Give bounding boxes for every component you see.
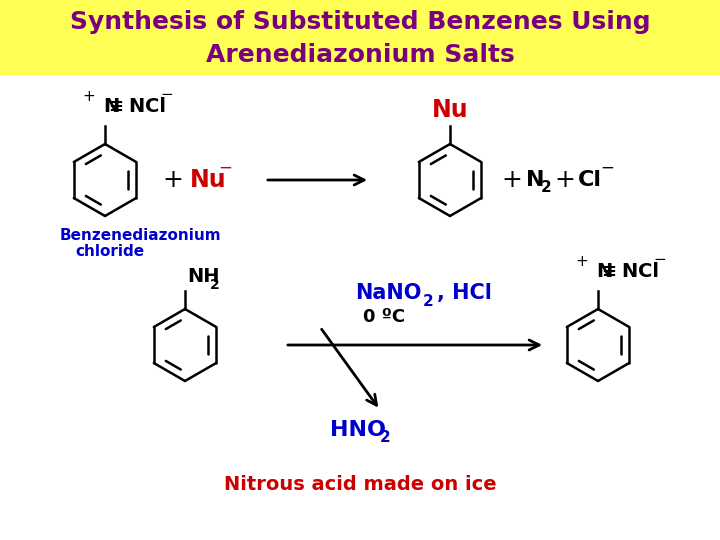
Text: N: N — [621, 262, 637, 281]
Text: Synthesis of Substituted Benzenes Using: Synthesis of Substituted Benzenes Using — [70, 10, 650, 34]
Text: 2: 2 — [423, 294, 433, 308]
Text: 0 ºC: 0 ºC — [363, 308, 405, 326]
Text: N: N — [128, 97, 144, 116]
Text: 2: 2 — [379, 430, 390, 445]
Text: +: + — [554, 168, 575, 192]
Text: +: + — [575, 254, 588, 269]
Text: +: + — [83, 89, 95, 104]
Text: ≡: ≡ — [601, 263, 616, 281]
Text: ≡: ≡ — [109, 98, 124, 116]
Text: chloride: chloride — [75, 245, 144, 260]
Text: −: − — [161, 87, 174, 102]
Text: NH: NH — [187, 267, 220, 287]
Text: +: + — [502, 168, 523, 192]
Text: Benzenediazonium: Benzenediazonium — [60, 227, 222, 242]
Text: Nitrous acid made on ice: Nitrous acid made on ice — [224, 476, 496, 495]
Text: −: − — [600, 159, 614, 177]
Text: Arenediazonium Salts: Arenediazonium Salts — [206, 43, 514, 67]
Text: Cl: Cl — [145, 97, 166, 116]
Text: , HCl: , HCl — [437, 283, 492, 303]
Bar — [0, 0, 720, 75]
Text: N: N — [526, 170, 544, 190]
Text: HNO: HNO — [330, 420, 386, 440]
Text: Cl: Cl — [578, 170, 602, 190]
Text: +: + — [163, 168, 184, 192]
Text: Cl: Cl — [638, 262, 659, 281]
Text: Nu: Nu — [432, 98, 468, 122]
Text: N: N — [103, 97, 120, 116]
Text: 2: 2 — [541, 180, 552, 195]
Text: −: − — [654, 252, 667, 267]
Text: Nu: Nu — [189, 168, 226, 192]
Text: NaNO: NaNO — [355, 283, 421, 303]
Text: −: − — [218, 159, 232, 177]
Text: 2: 2 — [210, 278, 220, 292]
Text: N: N — [596, 262, 612, 281]
